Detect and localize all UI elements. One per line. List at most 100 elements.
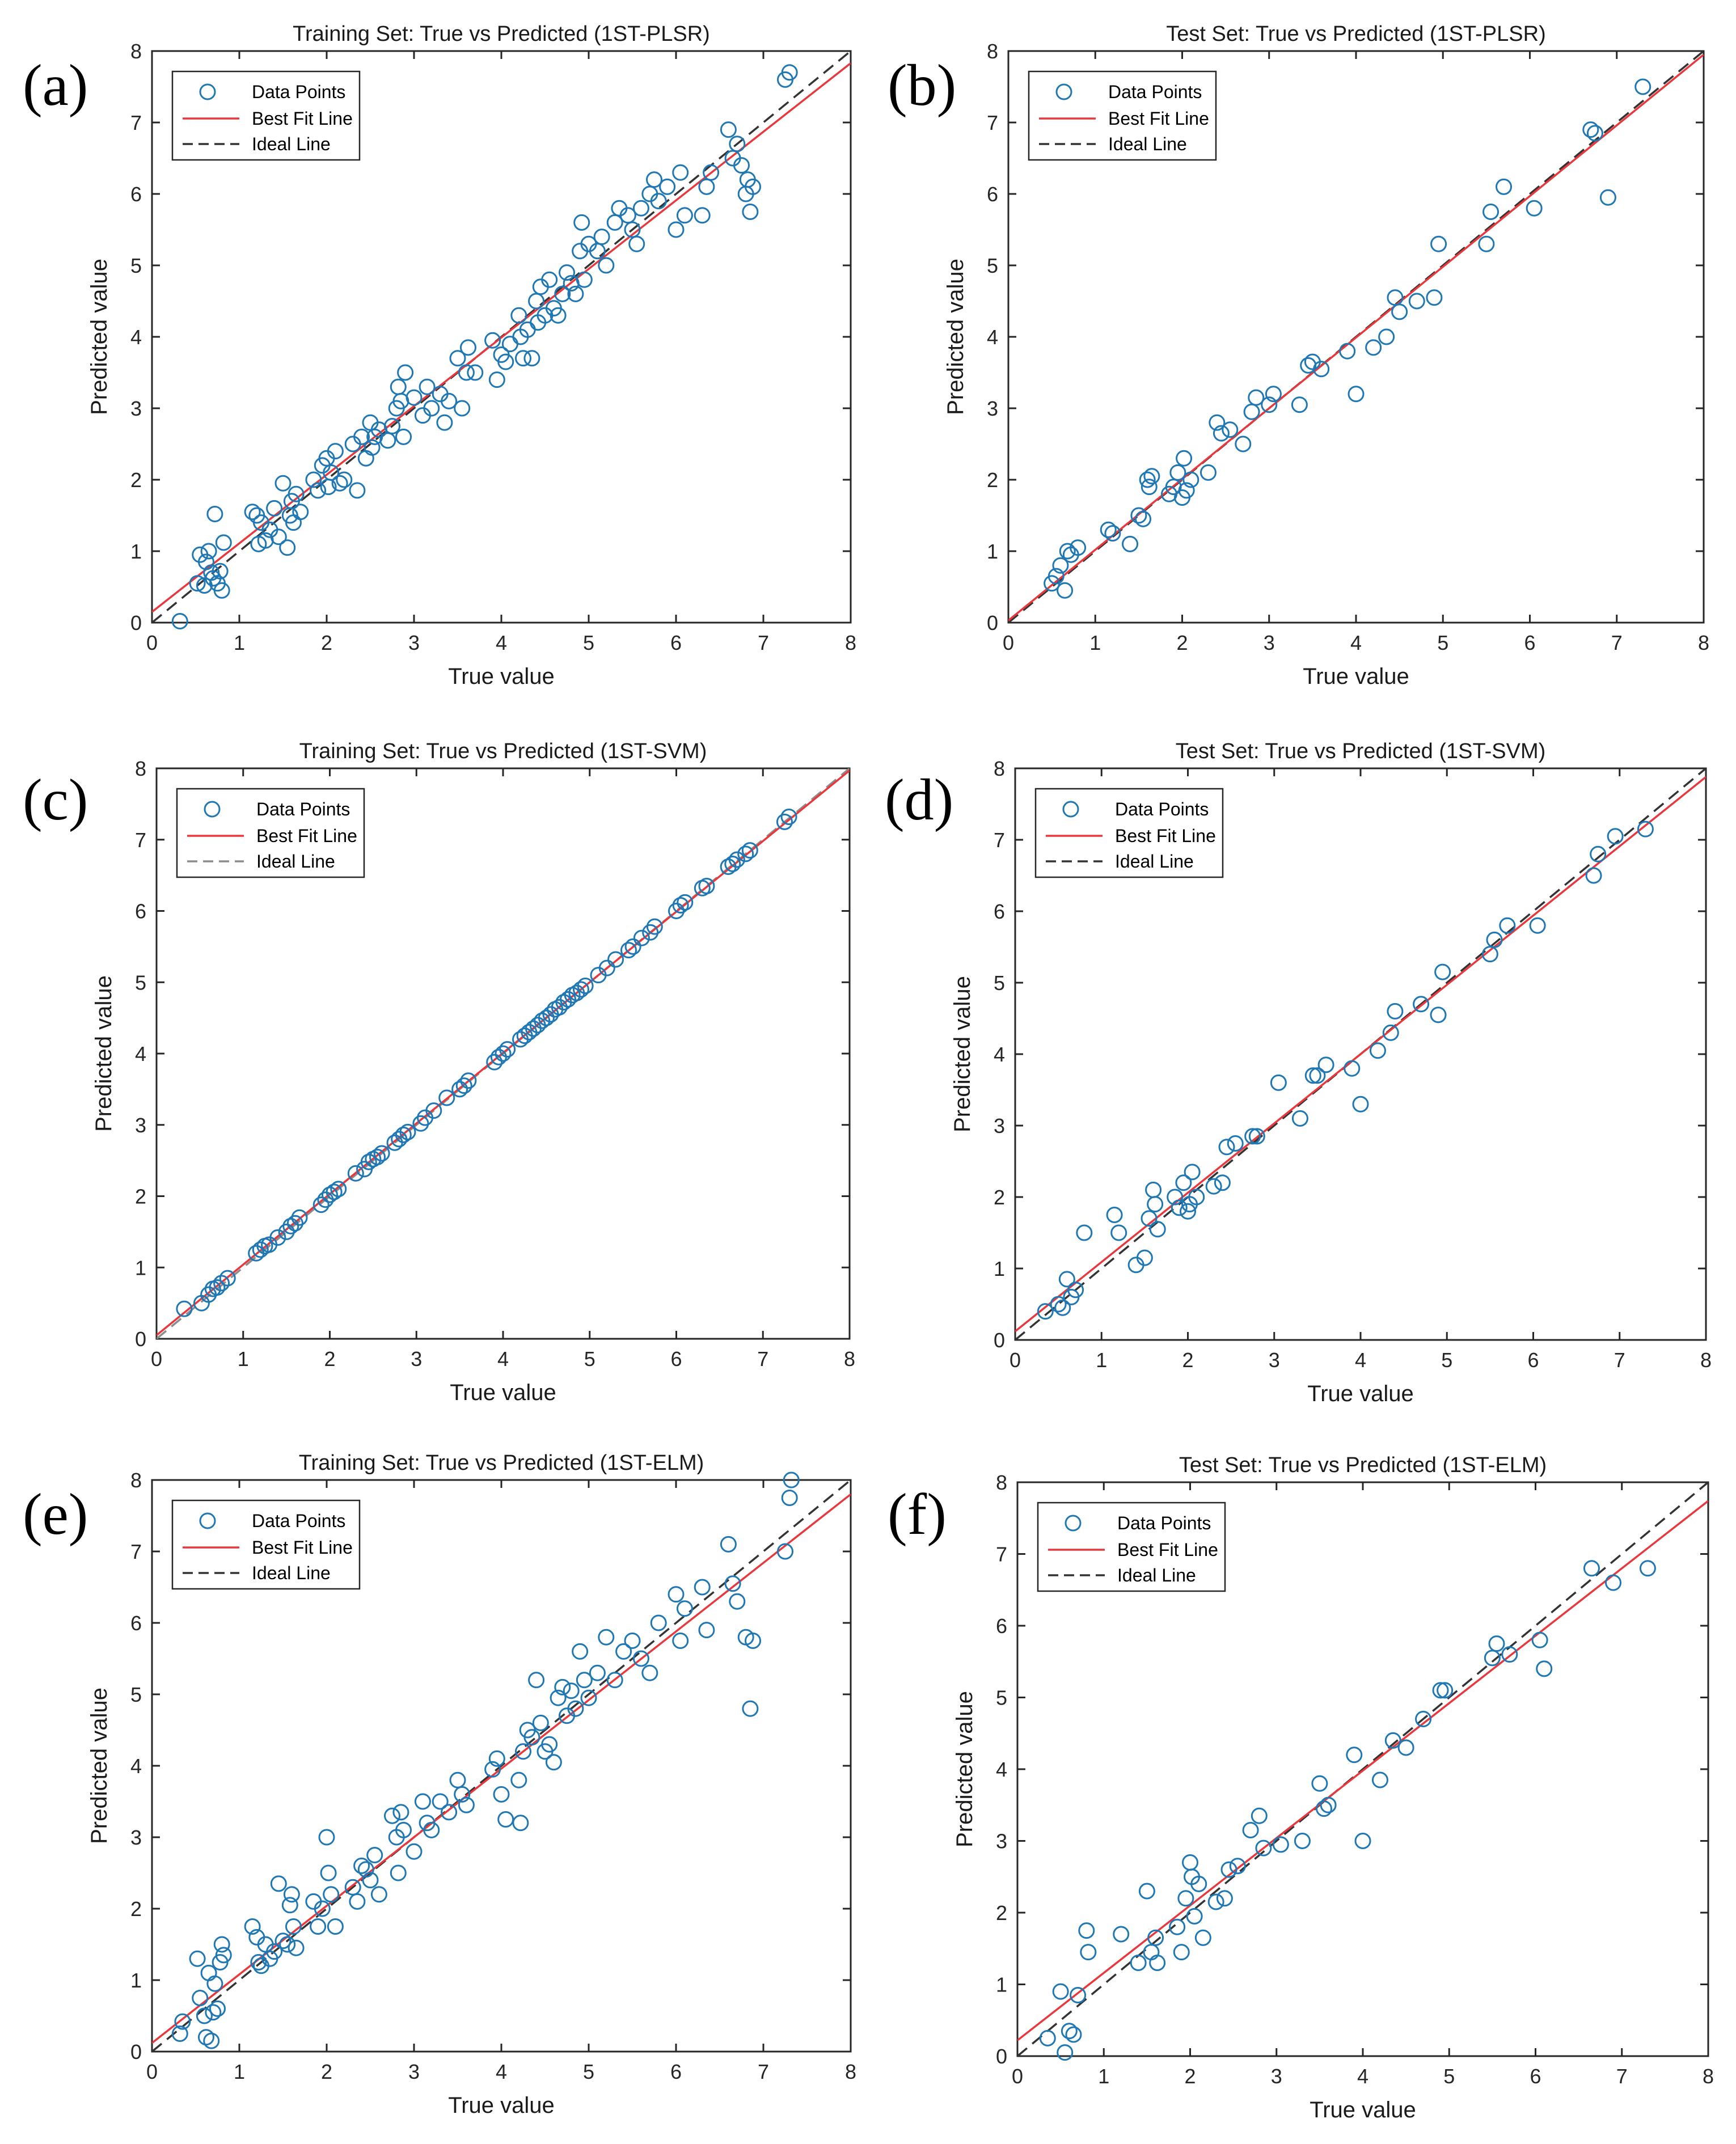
data-point: [720, 1536, 737, 1553]
x-axis-label: True value: [448, 2093, 555, 2118]
data-point: [728, 851, 745, 868]
data-point: [488, 1750, 505, 1767]
data-point: [1426, 289, 1443, 306]
x-tick-label: 0: [151, 1347, 162, 1371]
data-point: [206, 1975, 223, 1992]
legend-label-ideal: Ideal Line: [252, 134, 331, 154]
legend-label-points: Data Points: [1117, 1513, 1211, 1533]
data-point: [1182, 471, 1199, 488]
data-point: [1209, 414, 1226, 431]
data-point: [532, 1714, 549, 1731]
data-point: [1037, 1303, 1054, 1320]
data-point: [209, 1279, 226, 1296]
y-tick-label: 4: [987, 325, 998, 349]
x-tick-label: 1: [1089, 631, 1101, 654]
y-tick-label: 1: [130, 540, 142, 563]
data-point: [1050, 1296, 1067, 1313]
data-point: [269, 1229, 286, 1246]
x-tick-label: 7: [758, 2060, 769, 2083]
data-point: [1113, 1926, 1130, 1943]
y-tick-label: 3: [996, 1830, 1007, 1853]
data-point: [1141, 1210, 1158, 1227]
x-tick-label: 5: [583, 2060, 594, 2083]
data-point: [192, 1990, 209, 2006]
data-point: [1242, 1822, 1259, 1839]
data-point: [331, 475, 348, 492]
data-point: [668, 221, 685, 238]
y-tick-label: 1: [130, 1969, 142, 1992]
data-point: [577, 978, 594, 995]
data-point: [282, 1217, 299, 1234]
panel-label: (e): [23, 1482, 88, 1547]
y-tick-label: 5: [996, 1686, 1007, 1710]
y-tick-label: 6: [130, 183, 142, 206]
data-point: [384, 1807, 400, 1824]
data-point: [1039, 2029, 1056, 2046]
data-point: [305, 471, 322, 488]
y-tick-label: 4: [994, 1043, 1005, 1066]
data-point: [593, 229, 610, 246]
data-point: [1214, 1174, 1231, 1191]
y-tick-label: 8: [130, 40, 142, 63]
data-point: [1216, 1890, 1233, 1907]
x-tick-label: 1: [1098, 2065, 1109, 2088]
data-point: [672, 164, 689, 181]
x-tick-label: 4: [1357, 2065, 1368, 2088]
data-point: [515, 1743, 531, 1760]
y-tick-label: 8: [994, 757, 1005, 780]
data-point: [1586, 125, 1603, 142]
data-point: [467, 364, 484, 381]
data-point: [390, 1864, 407, 1881]
data-point: [1190, 1875, 1207, 1892]
data-point: [288, 1939, 305, 1956]
x-tick-label: 8: [1700, 1348, 1712, 1372]
data-point: [353, 1857, 370, 1874]
data-point: [1311, 1775, 1328, 1792]
y-tick-label: 2: [994, 1186, 1005, 1209]
chart-panel: (e) Training Set: True vs Predicted (1ST-…: [23, 1451, 856, 2118]
data-point: [1583, 1560, 1600, 1577]
x-tick-label: 5: [584, 1347, 595, 1371]
data-point: [373, 1145, 390, 1162]
legend-label-fit: Best Fit Line: [256, 826, 357, 846]
data-point: [364, 439, 381, 456]
data-point: [1052, 557, 1069, 574]
data-point: [1309, 1067, 1326, 1084]
data-point: [392, 1804, 409, 1821]
data-point: [414, 1793, 431, 1810]
data-point: [1149, 1955, 1166, 1972]
y-tick-label: 7: [987, 111, 998, 134]
data-point: [598, 257, 615, 274]
data-point: [1265, 386, 1282, 403]
data-point: [633, 929, 650, 946]
y-tick-label: 6: [994, 900, 1005, 923]
data-point: [1229, 1858, 1246, 1875]
data-point: [213, 582, 230, 599]
data-point: [541, 1736, 558, 1753]
data-point: [1188, 1189, 1205, 1206]
data-point: [628, 235, 645, 252]
data-point: [668, 903, 685, 919]
data-point: [451, 1081, 468, 1098]
x-axis-label: True value: [448, 664, 555, 689]
x-tick-label: 6: [670, 631, 682, 654]
panel-label: (f): [888, 1482, 947, 1547]
legend-label-fit: Best Fit Line: [252, 1537, 353, 1558]
legend-marker-points: [204, 801, 221, 818]
data-point: [698, 1622, 715, 1639]
best-fit-line: [1008, 53, 1704, 621]
data-point: [1248, 1128, 1265, 1145]
chart-panel: (f) Test Set: True vs Predicted (1ST-ELM)…: [888, 1453, 1714, 2122]
y-tick-label: 6: [130, 1612, 142, 1635]
data-point: [646, 918, 663, 935]
x-tick-label: 6: [1524, 631, 1535, 654]
data-point: [573, 214, 590, 231]
data-point: [441, 392, 458, 409]
data-point: [1397, 1739, 1414, 1756]
x-tick-label: 2: [1184, 2065, 1196, 2088]
y-tick-label: 7: [996, 1543, 1007, 1566]
data-point: [641, 1664, 658, 1681]
y-tick-label: 8: [135, 757, 146, 780]
y-axis-label: Predicted value: [87, 259, 112, 415]
data-point: [215, 1947, 232, 1964]
